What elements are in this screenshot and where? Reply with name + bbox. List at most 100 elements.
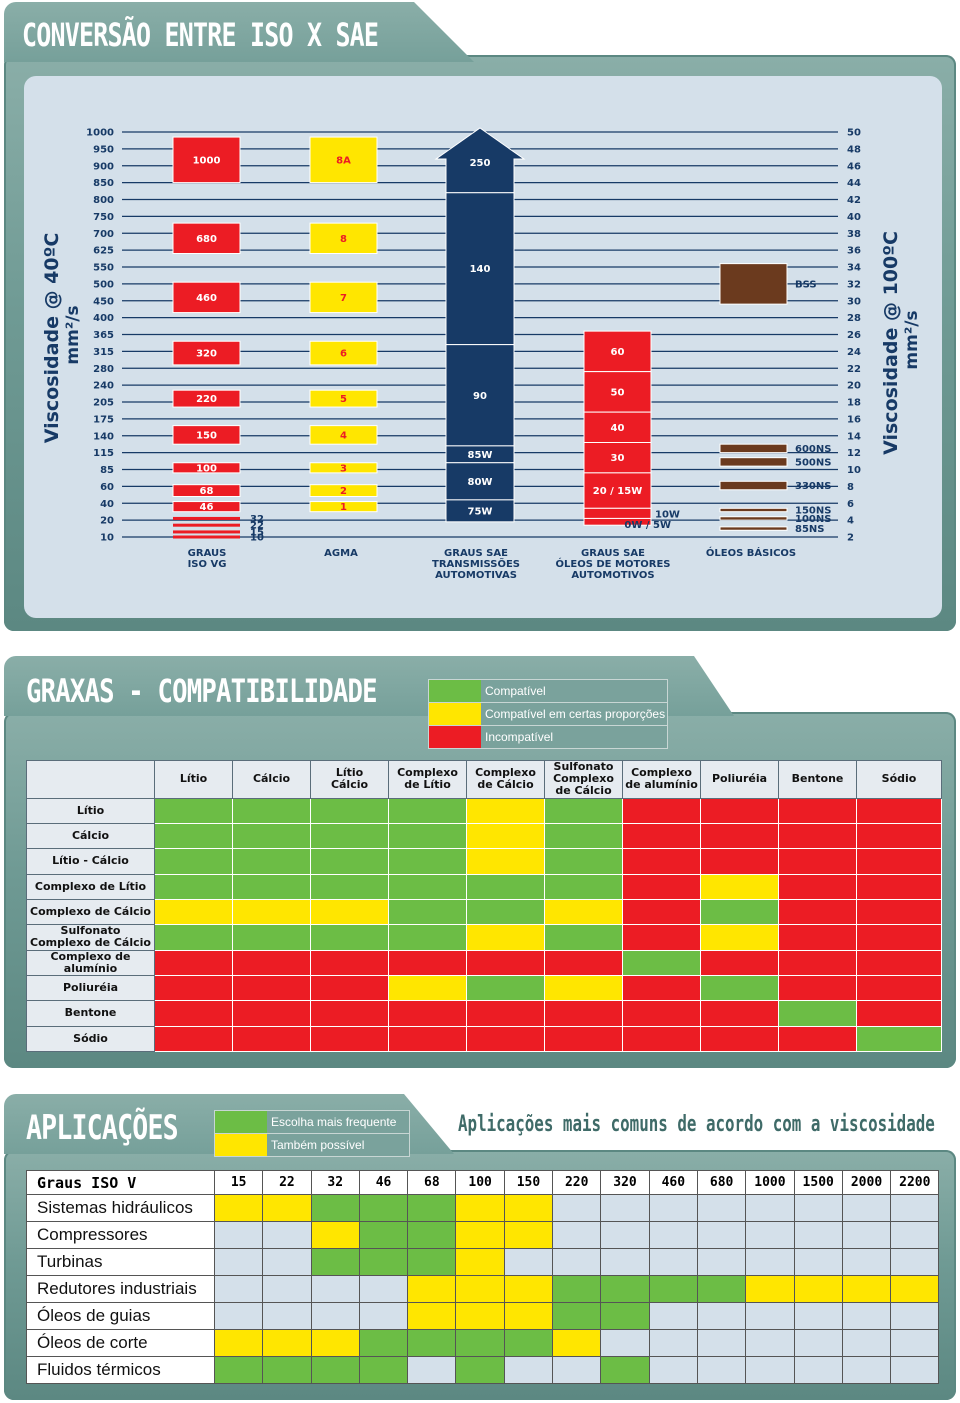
application-cell [793,1302,843,1330]
application-cell [600,1356,650,1384]
right-tick-label: 34 [847,263,861,274]
compat-cell [622,797,701,824]
compat-cell [778,949,857,976]
compat-cell [154,797,233,824]
row-header: Cálcio [26,822,155,850]
bar [583,371,652,413]
left-tick-label: 280 [93,364,114,375]
application-cell [310,1194,360,1222]
right-tick-label: 6 [847,499,854,510]
compat-cell [700,1025,779,1053]
grade-header: 46 [358,1170,409,1195]
application-cell [358,1275,409,1303]
grade-header: 100 [455,1170,505,1195]
col-header: Lítio [154,760,233,799]
header-cell: Graus ISO V [26,1170,215,1195]
compat-cell [232,873,311,900]
compat-cell [622,949,701,976]
application-cell [552,1248,602,1276]
bar-label: 7 [340,293,347,304]
application-cell [310,1356,360,1384]
compat-cell [544,974,623,1002]
compat-cell [856,898,942,926]
bar-label: 0W / 5W [624,520,671,531]
right-tick-label: 12 [847,448,861,459]
application-cell [890,1275,940,1303]
application-cell [890,1194,940,1222]
application-cell [600,1302,650,1330]
bar-label: 68 [200,486,214,497]
compat-cell [622,1000,701,1027]
bar-label: 100NS [795,514,831,525]
graxas-compat-table: Lítio Cálcio Lítio Cálcio Complexo de Lítio Co… [26,760,942,1053]
iso-line-mark [173,530,240,534]
compat-cell [388,1025,467,1053]
bar-label: 80W [468,477,493,488]
application-cell [696,1329,747,1357]
iso-line-label: 10 [250,533,264,544]
bar-label: 30 [611,453,625,464]
bar [309,501,378,513]
bar-label: 150NS [795,506,831,517]
left-tick-label: 1000 [86,128,114,139]
right-tick-label: 36 [847,246,861,257]
right-tick-label: 8 [847,482,854,493]
category-label: GRAUS [188,548,227,559]
application-cell [745,1356,795,1384]
compat-cell [154,1025,233,1053]
application-cell [745,1194,795,1222]
compat-cell [154,974,233,1002]
application-cell [213,1329,264,1357]
col-header: Sódio [856,760,942,799]
right-tick-label: 16 [847,414,861,425]
application-cell [793,1329,843,1357]
right-tick-label: 24 [847,347,861,358]
compat-cell [466,924,545,951]
bar-label: 85W [468,450,493,461]
right-axis-label: Viscosidade @ 100ºC [880,231,902,455]
application-cell [600,1329,650,1357]
application-cell [213,1194,264,1222]
bar-label: 50 [611,387,625,398]
bar-label: 85NS [795,524,825,535]
application-cell [648,1275,698,1303]
application-cell [841,1275,892,1303]
compat-cell [154,949,233,976]
compat-cell [466,1000,545,1027]
bar [172,340,241,366]
bar-label: 2 [340,486,347,497]
application-cell [648,1248,698,1276]
right-tick-label: 20 [847,381,861,392]
bar-label: 320 [196,349,217,360]
bar-label: 1 [340,502,347,513]
compat-cell [700,822,779,850]
right-tick-label: 26 [847,330,861,341]
right-tick-label: 46 [847,161,861,172]
compat-cell [466,1025,545,1053]
application-cell [841,1356,892,1384]
application-cell [745,1248,795,1276]
grade-header: 15 [213,1170,264,1195]
right-axis-unit: mm²/s [902,310,922,369]
left-tick-label: 175 [93,414,114,425]
compat-cell [700,924,779,951]
bar [719,263,788,305]
bar-label: 8A [336,155,351,166]
compat-cell [154,1000,233,1027]
application-cell [890,1221,940,1249]
category-label: ÓLEOS BÁSICOS [706,546,796,559]
iso-line-mark [173,535,240,539]
application-cell [841,1221,892,1249]
grade-header: 320 [600,1170,650,1195]
application-cell [600,1275,650,1303]
bar [309,389,378,408]
left-tick-label: 625 [93,246,114,257]
application-cell [552,1221,602,1249]
compat-cell [310,1000,389,1027]
compat-cell [622,1025,701,1053]
bar-label: 8 [340,234,347,245]
compat-cell [466,873,545,900]
application-cell [552,1329,602,1357]
graxas-legend: Compatível Compatível em certas proporçõ… [428,679,668,749]
bar-label: 150 [196,430,217,441]
